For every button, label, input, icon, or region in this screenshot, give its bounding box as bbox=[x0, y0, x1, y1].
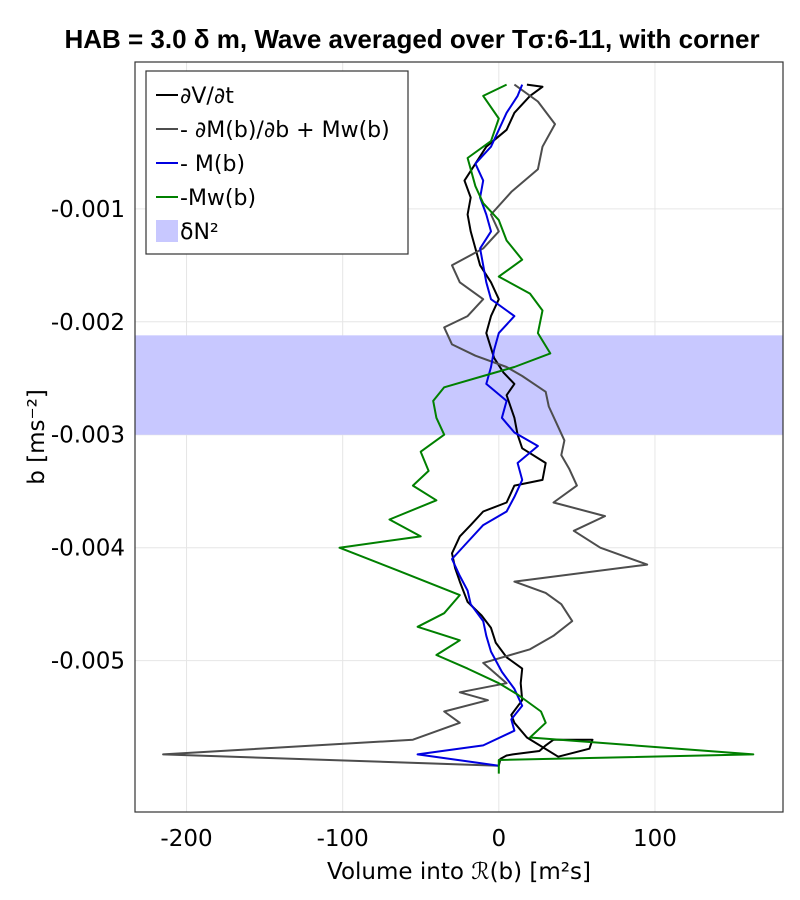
legend-label: δN² bbox=[180, 220, 219, 245]
y-tick-label: -0.005 bbox=[51, 649, 125, 675]
x-tick-label: 100 bbox=[633, 826, 677, 852]
legend-label: -Mw(b) bbox=[180, 186, 256, 211]
legend-swatch bbox=[156, 220, 178, 242]
y-tick-label: -0.002 bbox=[51, 310, 125, 336]
plot-frame bbox=[134, 61, 784, 813]
series-line-1 bbox=[162, 83, 649, 767]
x-tick-labels: -200 -100 0 100 bbox=[160, 826, 676, 852]
x-tick-label: -200 bbox=[160, 826, 212, 852]
y-tick-label: -0.004 bbox=[51, 536, 125, 562]
y-tick-label: -0.001 bbox=[51, 197, 125, 223]
legend: ∂V/∂t - ∂M(b)/∂b + Mw(b) - M(b) -Mw(b) δN² bbox=[145, 70, 409, 255]
series-line-3 bbox=[338, 83, 755, 774]
dn2-band bbox=[135, 335, 783, 435]
series-line-0 bbox=[451, 83, 594, 766]
legend-label: - ∂M(b)/∂b + Mw(b) bbox=[180, 118, 390, 143]
y-axis-label: b [ms⁻²] bbox=[24, 389, 50, 485]
chart-title: HAB = 3.0 δ m, Wave averaged over Tσ:6-1… bbox=[64, 24, 759, 54]
y-tick-label: -0.003 bbox=[51, 423, 125, 449]
legend-label: ∂V/∂t bbox=[180, 84, 234, 109]
legend-box bbox=[145, 70, 409, 255]
series-layer bbox=[162, 83, 755, 774]
legend-label: - M(b) bbox=[180, 152, 245, 177]
x-tick-label: -100 bbox=[317, 826, 369, 852]
y-tick-labels: -0.001 -0.002 -0.003 -0.004 -0.005 bbox=[51, 197, 125, 675]
x-axis-label: Volume into ℛ(b) [m²s] bbox=[327, 859, 591, 885]
x-tick-label: 0 bbox=[491, 826, 506, 852]
